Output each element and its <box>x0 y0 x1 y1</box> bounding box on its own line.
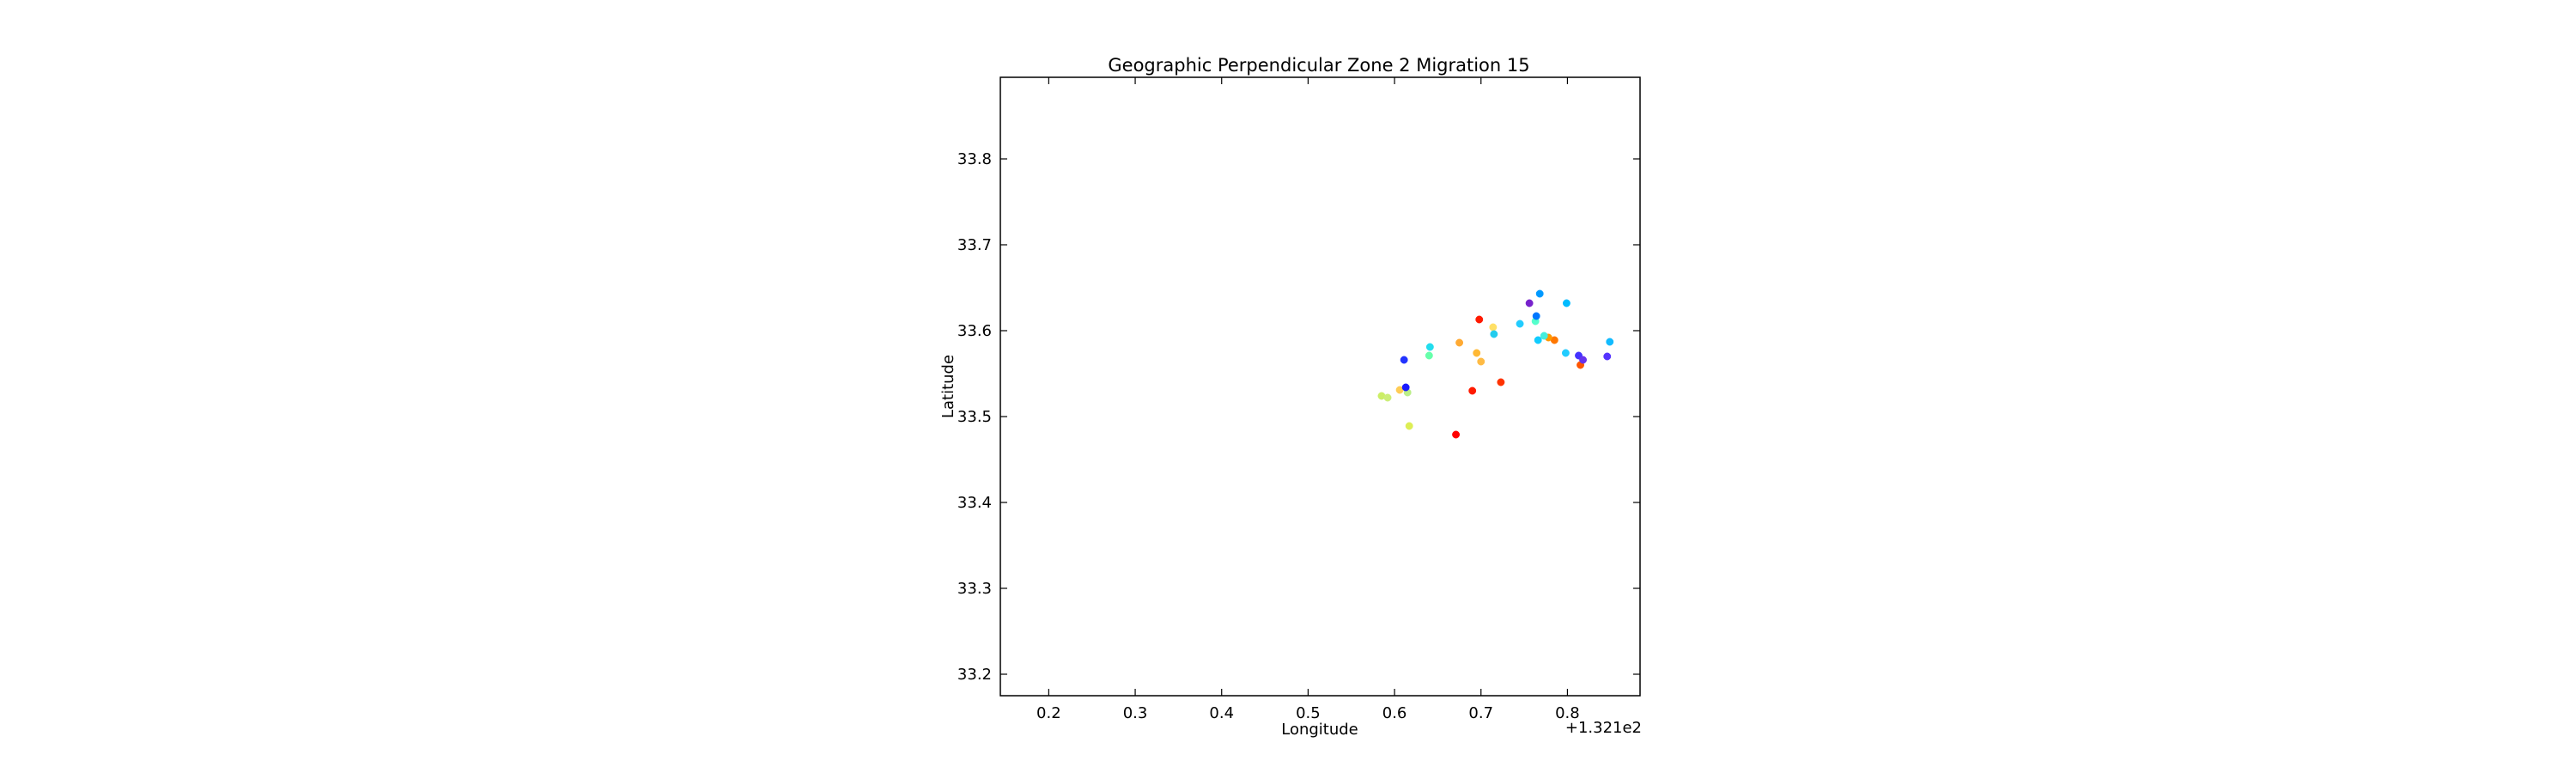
data-point <box>1425 343 1434 351</box>
data-point <box>1452 430 1461 439</box>
data-point <box>1579 356 1588 364</box>
y-axis-title: Latitude <box>939 355 957 418</box>
x-axis: 0.2 0.3 0.4 0.5 0.6 0.7 0.8 <box>1036 77 1580 722</box>
data-points <box>1377 289 1614 439</box>
data-point <box>1490 330 1498 338</box>
data-point <box>1383 393 1392 402</box>
data-point <box>1532 312 1540 320</box>
chart-title: Geographic Perpendicular Zone 2 Migratio… <box>1108 55 1529 76</box>
data-point <box>1489 323 1498 332</box>
y-tick-label: 33.7 <box>957 236 992 254</box>
data-point <box>1473 349 1481 357</box>
data-point <box>1603 352 1612 361</box>
x-tick-label: 0.5 <box>1296 704 1321 722</box>
data-point <box>1525 299 1534 307</box>
x-tick-label: 0.3 <box>1123 704 1148 722</box>
data-point <box>1516 320 1524 328</box>
y-tick-label: 33.5 <box>957 408 992 426</box>
x-axis-title: Longitude <box>1281 721 1358 739</box>
x-tick-label: 0.4 <box>1209 704 1234 722</box>
data-point <box>1405 422 1413 430</box>
y-tick-label: 33.4 <box>957 494 992 512</box>
y-axis: 33.2 33.3 33.4 33.5 33.6 33.7 33.8 <box>957 150 1640 684</box>
data-point <box>1401 383 1410 392</box>
plot-area <box>999 76 1641 697</box>
data-point <box>1534 336 1542 344</box>
x-tick-label: 0.8 <box>1555 704 1580 722</box>
x-axis-offset-label: +1.321e2 <box>1565 719 1642 737</box>
data-point <box>1400 356 1408 364</box>
y-tick-label: 33.2 <box>957 666 992 684</box>
data-point <box>1540 332 1548 340</box>
y-tick-label: 33.6 <box>957 322 992 340</box>
x-tick-label: 0.2 <box>1036 704 1061 722</box>
data-point <box>1475 315 1484 324</box>
y-tick-label: 33.8 <box>957 150 992 168</box>
data-point <box>1561 349 1570 357</box>
x-tick-label: 0.6 <box>1382 704 1407 722</box>
data-point <box>1606 338 1614 346</box>
plot-frame <box>999 76 1641 697</box>
data-point <box>1455 338 1464 347</box>
data-point <box>1535 289 1544 298</box>
data-point <box>1468 386 1477 395</box>
y-tick-label: 33.3 <box>957 580 992 598</box>
data-point <box>1497 378 1505 386</box>
x-tick-label: 0.7 <box>1468 704 1493 722</box>
data-point <box>1425 351 1433 360</box>
data-point <box>1477 357 1485 366</box>
data-point <box>1562 299 1571 307</box>
